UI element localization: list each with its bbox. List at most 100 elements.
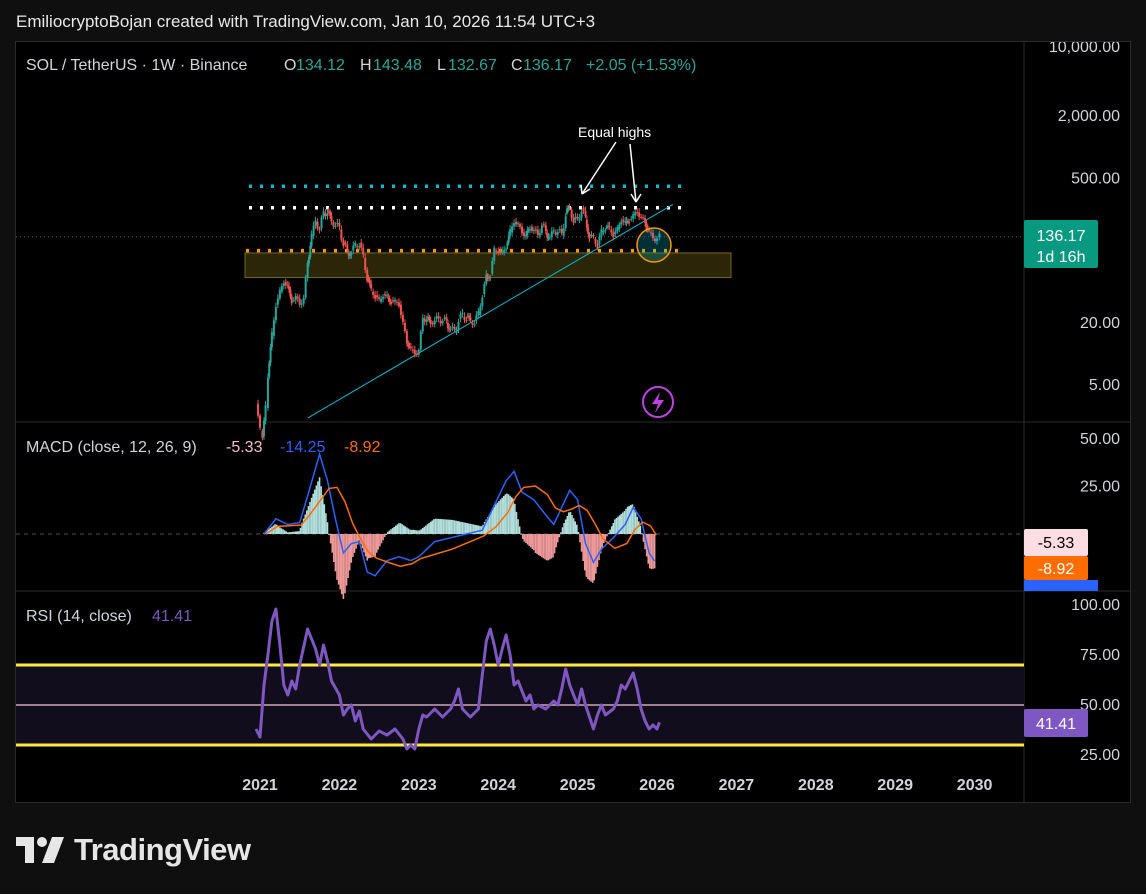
candle-body	[446, 322, 449, 329]
time-axis-tick: 2029	[877, 777, 913, 794]
candle-body	[306, 262, 309, 279]
price-axis-tick: 2,000.00	[1058, 108, 1120, 125]
candle-body	[554, 232, 557, 235]
annotation-arrow-right	[629, 143, 637, 203]
macd-histogram-bar	[379, 534, 381, 547]
macd-legend-label[interactable]: MACD (close, 12, 26, 9)	[26, 439, 197, 456]
candle-body	[610, 229, 613, 233]
macd-axis-tick: 50.00	[1080, 431, 1120, 448]
candle-body	[334, 226, 337, 228]
rsi-badge: 41.41	[1024, 709, 1088, 737]
candle-body	[632, 214, 635, 219]
macd-histogram-bar	[326, 522, 329, 534]
macd-histogram-bar	[345, 534, 348, 586]
macd-histogram-bar	[420, 529, 422, 534]
macd-histogram-bar	[498, 501, 500, 534]
candle-body	[487, 277, 490, 279]
candle-body	[528, 229, 531, 231]
candle-body	[270, 332, 273, 348]
macd-histogram-bar	[579, 534, 581, 543]
candle-body	[626, 220, 629, 223]
candle-body	[354, 242, 357, 246]
macd-histogram-bar	[455, 520, 457, 534]
annotation-arrowhead-right	[630, 193, 642, 203]
equal-highs-annotation[interactable]: Equal highs	[578, 124, 651, 140]
candle-body	[552, 230, 555, 232]
candle-body	[384, 294, 387, 296]
macd-histogram-bar	[385, 533, 388, 535]
candle-body	[566, 208, 569, 214]
macd-histogram-bar	[433, 519, 435, 534]
macd-histogram-bar	[299, 527, 302, 534]
macd-histogram-bar	[544, 534, 546, 560]
macd-histogram-bar	[377, 534, 380, 550]
low-value: 132.67	[448, 57, 497, 74]
macd-histogram-bar	[296, 531, 299, 534]
symbol-legend[interactable]: SOL / TetherUS · 1W · Binance	[26, 57, 248, 74]
macd-histogram-bar	[347, 534, 349, 579]
price-badge: 136.17 1d 16h	[1024, 220, 1098, 268]
macd-histogram-bar	[429, 521, 432, 534]
rsi-legend-label[interactable]: RSI (14, close)	[26, 608, 132, 625]
candle-body	[302, 298, 305, 304]
candle-body	[530, 226, 533, 231]
candle-body	[608, 225, 611, 227]
candle-body	[483, 284, 486, 295]
candle-body	[330, 215, 333, 222]
candle-body	[310, 234, 313, 246]
macd-histogram-bar	[569, 512, 572, 534]
candle-body	[618, 224, 621, 230]
macd-histogram-bar	[561, 527, 564, 534]
rsi-badge-value: 41.41	[1036, 716, 1076, 733]
macd-histogram-bar	[615, 517, 618, 534]
macd-histogram-bar	[461, 522, 464, 534]
candle-body	[413, 349, 416, 355]
candle-body	[391, 300, 394, 302]
candle-body	[322, 211, 325, 218]
macd-histogram-bar	[333, 534, 335, 563]
macd-histogram-bar	[541, 534, 543, 558]
macd-histogram-bar	[431, 520, 434, 534]
tradingview-logo[interactable]: TradingView	[16, 832, 251, 868]
chart-canvas[interactable]: 10,000.00 2,000.00 500.00 20.00 5.00 50.00 25.…	[16, 39, 1130, 802]
candle-body	[409, 346, 412, 348]
macd-histogram-bar	[410, 529, 413, 534]
candle-body	[493, 247, 496, 262]
rsi-axis-tick: 50.00	[1080, 697, 1120, 714]
macd-histogram-bar	[407, 528, 410, 534]
macd-histogram-bar	[336, 534, 338, 580]
macd-histogram-bar	[466, 523, 469, 534]
candle-body	[290, 296, 293, 304]
macd-histogram-bar	[576, 524, 578, 534]
macd-histogram-bar	[320, 486, 322, 534]
macd-histogram-bar	[636, 516, 638, 534]
macd-histogram-bar	[366, 534, 368, 561]
candle-body	[408, 346, 411, 348]
macd-histogram-bar	[321, 495, 324, 534]
candle-body	[486, 277, 489, 279]
candle-body	[431, 322, 434, 325]
macd-histogram-bar	[399, 523, 402, 534]
macd-histogram-bar	[436, 518, 438, 534]
candle-body	[300, 303, 303, 305]
macd-histogram-bar	[337, 534, 340, 585]
time-axis-tick: 2024	[480, 777, 516, 794]
macd-histogram-bar	[650, 534, 653, 570]
macd-histogram-bar	[634, 512, 637, 534]
macd-histogram-bar	[302, 518, 305, 534]
candle-body	[388, 298, 391, 302]
macd-histogram-bar	[450, 519, 453, 534]
macd-histogram-bar	[556, 534, 559, 543]
macd-histogram-bar	[318, 477, 321, 534]
lightning-icon[interactable]	[642, 386, 674, 418]
macd-histogram-bar	[291, 531, 294, 534]
tradingview-logo-icon	[16, 834, 66, 866]
macd-histogram-bar	[412, 529, 415, 534]
candle-body	[506, 242, 509, 247]
candle-body	[614, 231, 617, 234]
candle-body	[526, 230, 529, 236]
candle-body	[648, 229, 651, 231]
candle-body	[509, 229, 512, 236]
candle-body	[312, 225, 315, 236]
macd-histogram-bar	[404, 526, 407, 534]
